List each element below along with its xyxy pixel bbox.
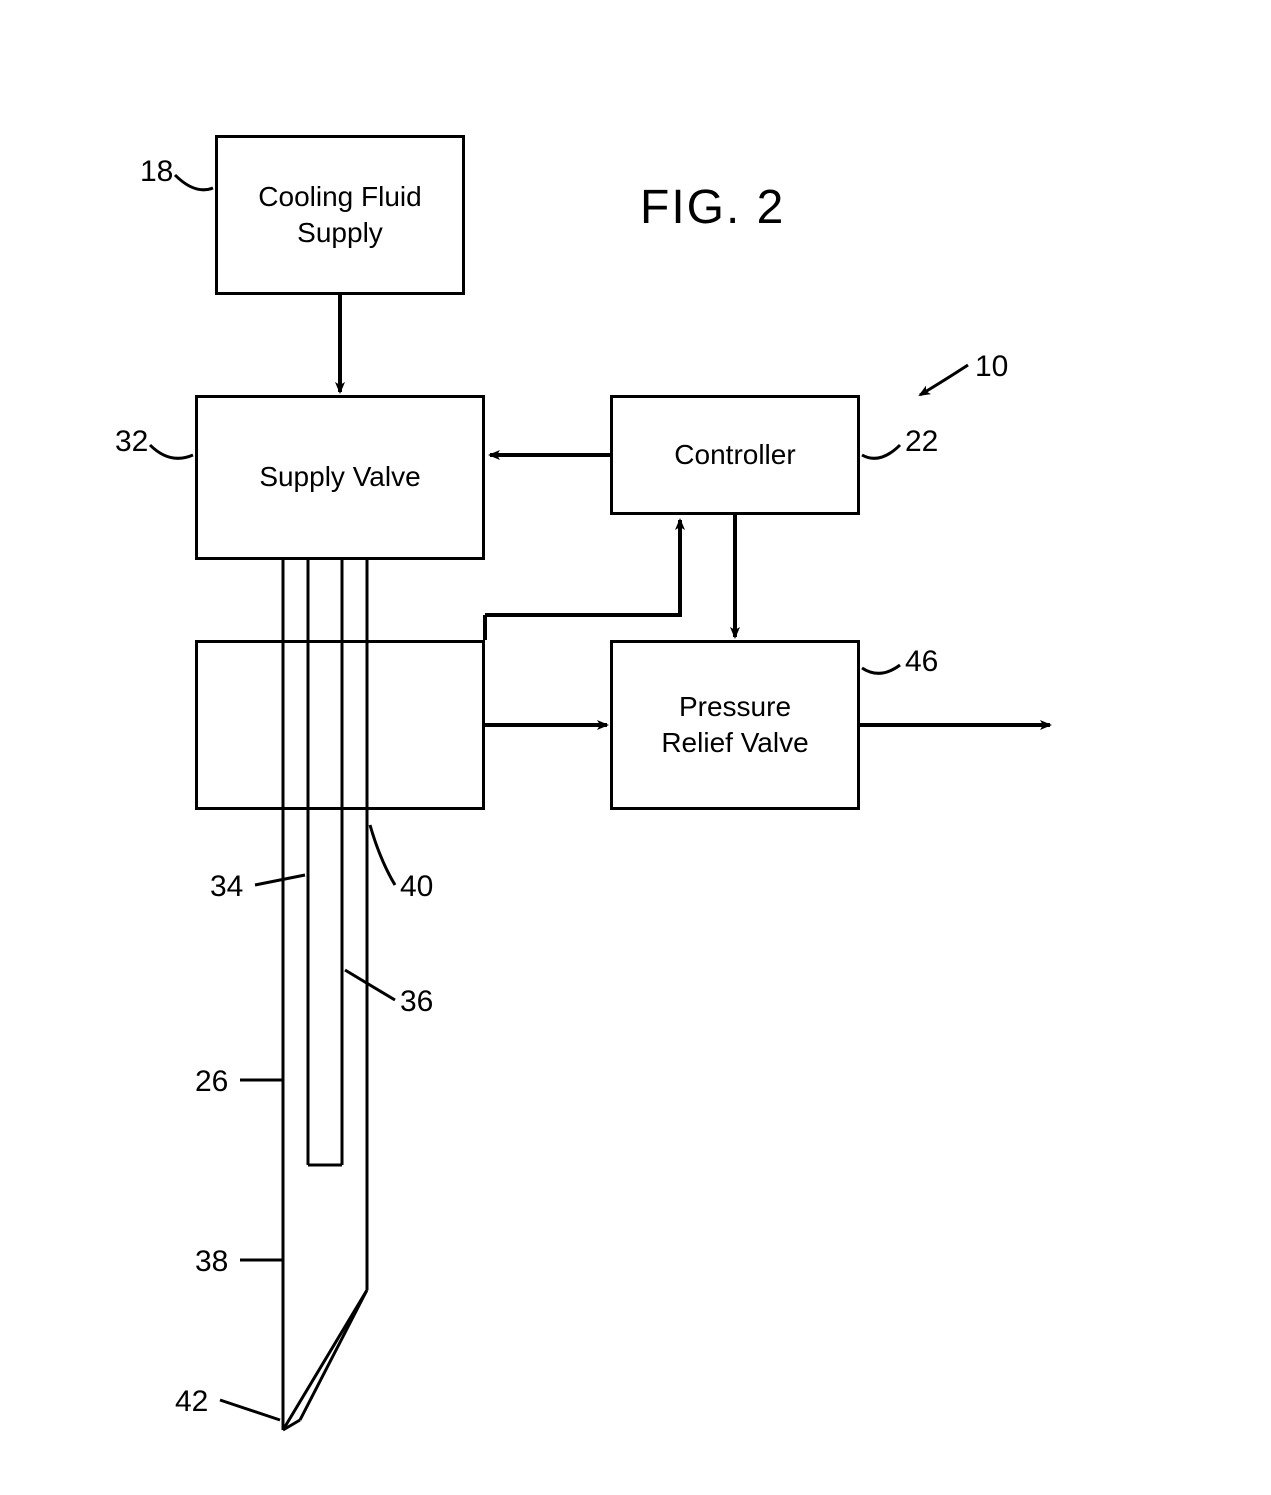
ref-18: 18 [140,155,173,189]
controller-label: Controller [674,437,795,473]
ref-10: 10 [975,350,1008,384]
supply-valve-label: Supply Valve [259,459,420,495]
cooling-fluid-supply-box: Cooling Fluid Supply [215,135,465,295]
ref-38: 38 [195,1245,228,1279]
ref-40: 40 [400,870,433,904]
ref-34: 34 [210,870,243,904]
cooling-fluid-supply-label: Cooling Fluid Supply [258,179,421,252]
figure-title: FIG. 2 [640,180,785,235]
junction-block [195,640,485,810]
ref-26: 26 [195,1065,228,1099]
ref-42: 42 [175,1385,208,1419]
pressure-relief-valve-box: Pressure Relief Valve [610,640,860,810]
ref-46: 46 [905,645,938,679]
ref-32: 32 [115,425,148,459]
pressure-relief-valve-label: Pressure Relief Valve [661,689,808,762]
ref-36: 36 [400,985,433,1019]
ref-22: 22 [905,425,938,459]
controller-box: Controller [610,395,860,515]
supply-valve-box: Supply Valve [195,395,485,560]
